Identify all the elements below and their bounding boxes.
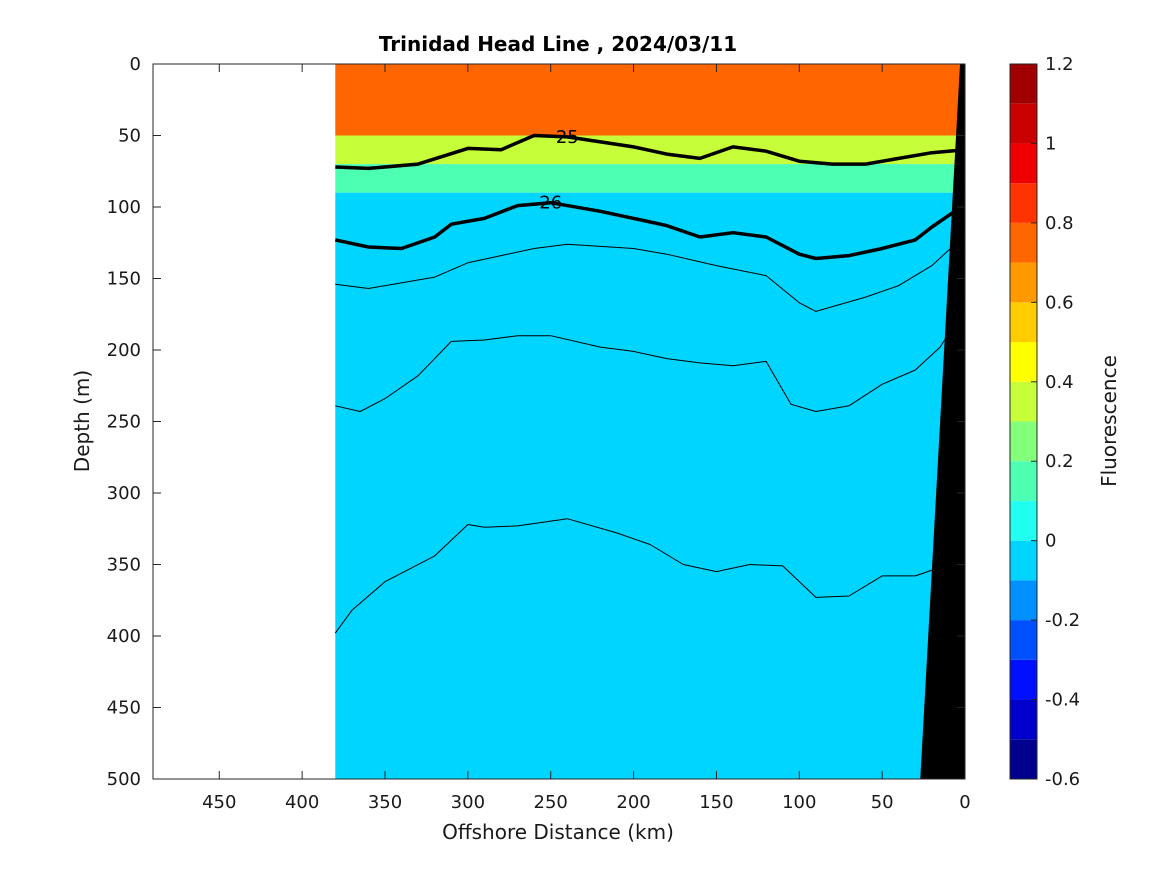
y-axis-ticks: 0 50 100 150 200 250 300 350 400 450 500: [107, 54, 965, 790]
x-tick-label: 50: [871, 792, 894, 813]
x-axis-ticks: 450 400 350 300 250 200 150 100 50 0: [202, 64, 971, 813]
y-tick-label: 250: [107, 412, 141, 433]
y-tick-label: 50: [118, 126, 141, 147]
colorbar-segment: [1010, 262, 1037, 303]
density-contour-1: [334, 200, 958, 261]
fluorescence-bands: [335, 64, 965, 779]
colorbar-tick-label: 1: [1045, 133, 1056, 154]
colorbar-segment: [1010, 381, 1037, 422]
y-tick-label: 350: [107, 555, 141, 576]
contour-label-26: 26: [539, 193, 562, 214]
colorbar-tick-label: 0.2: [1045, 451, 1074, 472]
colorbar-tick-label: 1.2: [1045, 54, 1074, 75]
fluorescence-band-0: [335, 64, 965, 136]
colorbar-segment: [1010, 580, 1037, 621]
colorbar-ticks: 1.2 1 0.8 0.6 0.4 0.2 0 -0.2 -0.4 -0.6: [1031, 54, 1080, 790]
y-tick-label: 400: [107, 626, 141, 647]
x-tick-label: 400: [285, 792, 319, 813]
colorbar-segment: [1010, 540, 1037, 581]
y-axis-label: Depth (m): [70, 370, 94, 472]
colorbar-frame: [1009, 63, 1038, 780]
density-contours: [334, 133, 965, 634]
colorbar-segment: [1010, 500, 1037, 541]
colorbar-segment: [1010, 222, 1037, 263]
colorbar-segment: [1010, 739, 1037, 779]
chart-title: Trinidad Head Line , 2024/03/11: [379, 32, 737, 56]
colorbar-tick-label: -0.6: [1045, 769, 1080, 790]
fluorescence-band-3: [335, 192, 965, 779]
x-tick-label: 0: [959, 792, 970, 813]
y-tick-label: 150: [107, 269, 141, 290]
x-tick-label: 450: [202, 792, 236, 813]
colorbar-segment: [1010, 302, 1037, 343]
colorbar-segment: [1010, 461, 1037, 501]
x-tick-label: 350: [368, 792, 402, 813]
y-tick-label: 200: [107, 340, 141, 361]
y-tick-label: 100: [107, 197, 141, 218]
x-tick-label: 100: [782, 792, 816, 813]
colorbar-segment: [1010, 699, 1037, 740]
x-axis-label: Offshore Distance (km): [442, 820, 674, 844]
colorbar-tick-label: 0.8: [1045, 213, 1074, 234]
colorbar-segment: [1010, 64, 1037, 104]
colorbar-label: Fluorescence: [1097, 355, 1121, 487]
contour-labels: 25 26: [539, 127, 578, 214]
colorbar-segment: [1010, 342, 1037, 382]
y-tick-label: 300: [107, 483, 141, 504]
contour-label-25: 25: [556, 127, 579, 148]
colorbar-segment: [1010, 103, 1037, 144]
colorbar-segment: [1010, 183, 1037, 223]
colorbar-tick-label: 0: [1045, 531, 1056, 552]
colorbar-tick-label: -0.4: [1045, 690, 1080, 711]
colorbar-segment: [1010, 421, 1037, 462]
y-tick-label: 0: [130, 54, 141, 75]
colorbar-segment: [1010, 659, 1037, 700]
x-tick-label: 150: [699, 792, 733, 813]
plot-area: 25 26: [153, 64, 965, 779]
y-tick-label: 450: [107, 698, 141, 719]
x-tick-label: 250: [534, 792, 568, 813]
density-contour-2: [335, 242, 958, 312]
density-contour-3: [335, 321, 958, 412]
colorbar-tick-label: 0.6: [1045, 292, 1074, 313]
x-tick-label: 200: [616, 792, 650, 813]
colorbar-tick-label: -0.2: [1045, 610, 1080, 631]
density-contour-0: [335, 133, 965, 171]
colorbar-tick-label: 0.4: [1045, 372, 1074, 393]
colorbar: [1010, 64, 1037, 779]
colorbar-segment: [1010, 143, 1037, 184]
fluorescence-band-2: [335, 164, 965, 193]
colorbar-segment: [1010, 620, 1037, 660]
density-contour-4: [334, 518, 958, 634]
seafloor-bathymetry: [920, 64, 965, 779]
y-tick-label: 500: [107, 769, 141, 790]
x-tick-label: 300: [451, 792, 485, 813]
